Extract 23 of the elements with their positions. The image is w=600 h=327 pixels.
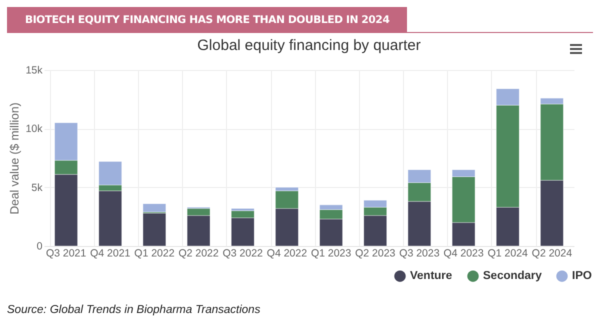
chart-subtitle: BIOTECH EQUITY FINANCING HAS MORE THAN DOUBLED IN 2024 bbox=[7, 7, 408, 33]
source-note: Source: Global Trends in Biopharma Transactions bbox=[7, 304, 260, 316]
chart-title: Global equity financing by quarter bbox=[197, 37, 421, 54]
legend-label: Secondary bbox=[483, 270, 542, 282]
x-tick-label: Q4 2021 bbox=[90, 248, 131, 260]
legend-label: Venture bbox=[410, 270, 452, 282]
x-tick-label: Q4 2022 bbox=[266, 248, 308, 260]
x-tick-label: Q3 2023 bbox=[399, 248, 440, 260]
y-tick-label: 10k bbox=[26, 123, 44, 136]
x-tick-label: Q2 2024 bbox=[532, 248, 572, 260]
y-axis-title: Deal value ($ million) bbox=[8, 102, 22, 215]
x-tick-label: Q2 2023 bbox=[355, 248, 396, 260]
y-tick-label: 0 bbox=[36, 240, 43, 252]
x-tick-label: Q1 2022 bbox=[134, 248, 175, 260]
legend-label: IPO bbox=[572, 270, 592, 282]
x-tick-label: Q1 2023 bbox=[310, 248, 352, 260]
x-tick-label: Q4 2023 bbox=[443, 248, 484, 260]
y-tick-label: 5k bbox=[31, 182, 44, 194]
x-tick-label: Q2 2022 bbox=[178, 248, 219, 260]
x-tick-label: Q3 2021 bbox=[46, 248, 86, 260]
x-tick-label: Q3 2022 bbox=[222, 248, 264, 260]
y-tick-label: 15k bbox=[26, 64, 44, 76]
x-tick-label: Q1 2024 bbox=[488, 248, 528, 260]
